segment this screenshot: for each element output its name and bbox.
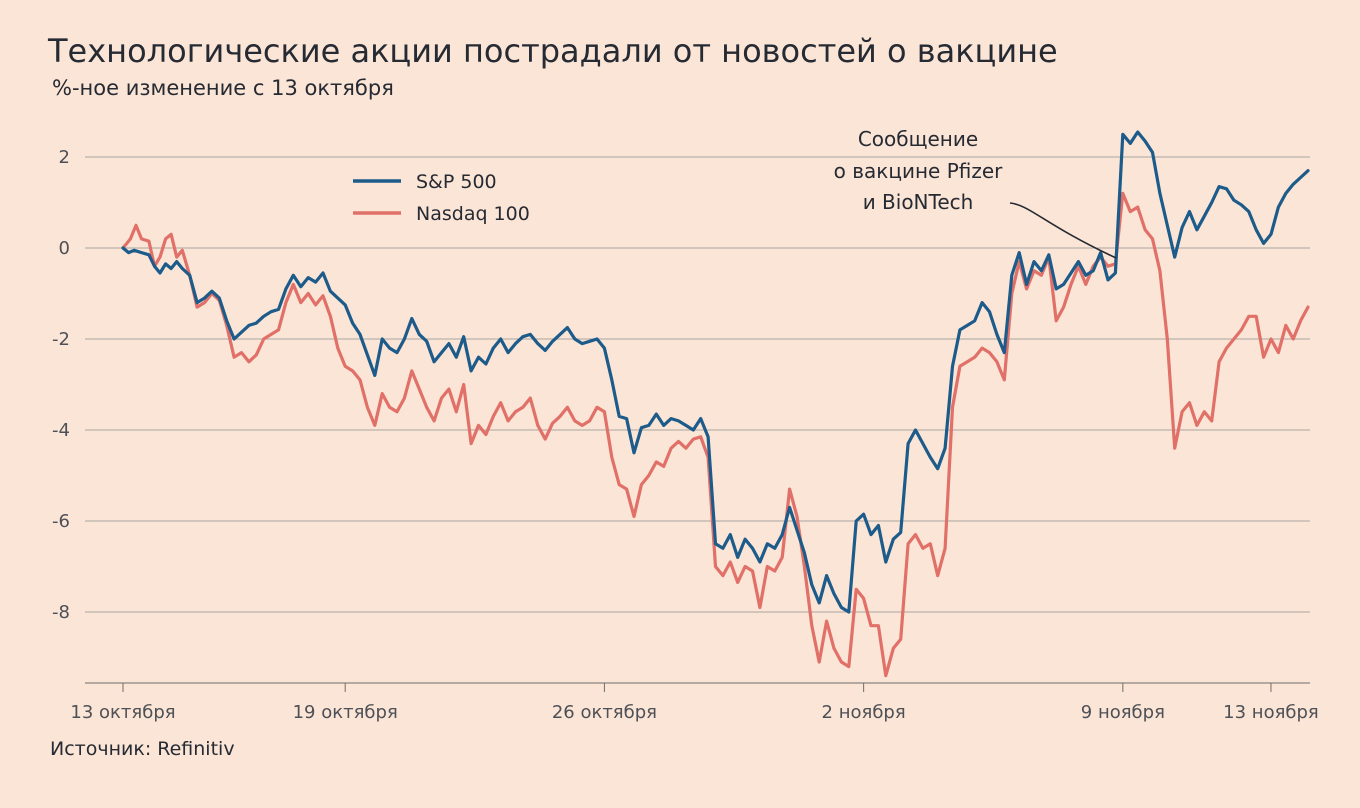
y-tick-label: -8 [52,602,70,623]
y-tick-label: 0 [59,238,70,259]
legend-label: Nasdaq 100 [416,203,530,225]
series-lines [121,130,1310,678]
y-axis-tick-labels: 2 0 -2 -4 -6 -8 [52,147,70,623]
legend-label: S&P 500 [416,171,497,193]
legend: S&P 500 Nasdaq 100 [353,171,530,225]
x-tick-label: 13 ноября [1223,702,1319,723]
source-note: Источник: Refinitiv [50,738,235,760]
legend-item-sp500: S&P 500 [353,171,497,193]
annotation-text: о вакцине Pfizer [834,159,1004,183]
annotation-text: Сообщение [858,127,978,151]
y-tick-label: 2 [59,147,70,168]
x-axis: 13 октября 19 октября 26 октября 2 ноября 9 … [70,682,1319,723]
annotation-leader-line [1009,202,1117,259]
y-tick-label: -2 [52,329,70,350]
y-tick-label: -4 [52,420,70,441]
nasdaq-line [121,191,1310,678]
x-tick-label: 2 ноября [822,702,906,723]
sp500-line [121,130,1310,614]
x-tick-label: 9 ноября [1081,702,1165,723]
chart-subtitle: %-ное изменение с 13 октября [52,76,394,100]
x-tick-label: 19 октября [293,702,398,723]
x-tick-label: 13 октября [70,702,175,723]
y-tick-label: -6 [52,511,70,532]
pfizer-annotation: Сообщение о вакцине Pfizer и BioNTech [834,127,1117,259]
annotation-text: и BioNTech [863,190,974,214]
legend-item-nasdaq: Nasdaq 100 [353,203,530,225]
gridlines [85,156,1310,613]
chart-title: Технологические акции пострадали от ново… [48,32,1058,70]
x-tick-label: 26 октября [552,702,657,723]
